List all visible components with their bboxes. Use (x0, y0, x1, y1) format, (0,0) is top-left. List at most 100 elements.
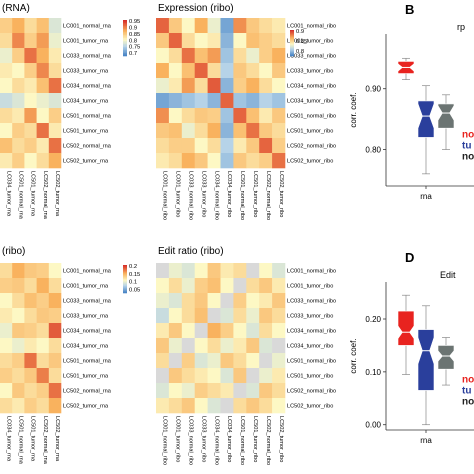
heatmap-cell (168, 398, 183, 414)
title-top-middle: Expression (ribo) (158, 3, 234, 14)
heatmap-cell (36, 383, 50, 399)
heatmap-cell (259, 48, 273, 64)
colorbar-segment (123, 48, 127, 51)
heatmap-cell (12, 368, 25, 384)
heatmap-cell (156, 63, 170, 79)
heatmap-cell (272, 368, 286, 384)
colorbar-segment (123, 36, 127, 39)
heatmap-cell (246, 18, 260, 34)
heatmap-cell (220, 368, 234, 384)
heatmap-cell (233, 278, 247, 294)
y-tick-label: 0.10 (365, 368, 381, 377)
heatmap-cell (181, 153, 195, 169)
colorbar-segment (123, 288, 127, 290)
heatmap-cell (207, 383, 221, 399)
heatmap-cell (12, 33, 25, 49)
heatmap-cell (0, 353, 13, 369)
heatmap-cell (48, 33, 62, 49)
colorbar-tick-label: 0.2 (129, 264, 137, 270)
heatmap-cell (246, 308, 260, 324)
colorbar-segment (123, 24, 127, 27)
colorbar-segment (123, 286, 127, 288)
heatmap-row-label: LC001_tumor_ribo (287, 38, 333, 44)
legend-fragment: tu (462, 140, 471, 151)
heatmap-row-label: LC001_tumor_rna (63, 38, 109, 44)
heatmap-cell (207, 353, 221, 369)
colorbar-tick-label: 0.05 (129, 287, 140, 293)
colorbar-segment (290, 48, 294, 50)
colorbar-segment (123, 27, 127, 30)
heatmap-row-label: LC033_tumor_rna (63, 68, 109, 74)
heatmap-cell (12, 308, 25, 324)
heatmap-cell (220, 123, 234, 139)
heatmap-cell (12, 278, 25, 294)
heatmap-cell (220, 153, 234, 169)
heatmap-cell (36, 278, 50, 294)
heatmap-cell (168, 263, 183, 279)
colorbar-tick-label: 0.85 (129, 32, 140, 38)
heatmap-cell (168, 293, 183, 309)
heatmap-cell (259, 398, 273, 414)
heatmap-cell (233, 293, 247, 309)
heatmap-cell (156, 278, 170, 294)
heatmap-cell (24, 293, 37, 309)
heatmap-cell (36, 93, 50, 109)
heatmap-cell (194, 18, 208, 34)
heatmap-row-label: LC034_normal_ribo (287, 83, 336, 89)
heatmap-cell (246, 263, 260, 279)
heatmap-cell (272, 123, 286, 139)
heatmap-cell (246, 48, 260, 64)
heatmap-cell (0, 108, 13, 124)
heatmap-cell (48, 263, 62, 279)
heatmap-cell (168, 93, 183, 109)
heatmap-cell (233, 48, 247, 64)
heatmap-cell (12, 383, 25, 399)
heatmap-cell (246, 63, 260, 79)
heatmap-col-label: LC034_normal_ribo (213, 416, 219, 465)
heatmap-cell (233, 33, 247, 49)
colorbar-segment (123, 270, 127, 273)
heatmap-col-label: LC001_normal_ribo (162, 171, 168, 220)
heatmap-cell (233, 63, 247, 79)
heatmap-cell (233, 398, 247, 414)
colorbar-segment (123, 267, 127, 269)
heatmap-cell (36, 308, 50, 324)
heatmap-cell (181, 108, 195, 124)
heatmap-cell (181, 383, 195, 399)
heatmap-cell (220, 398, 234, 414)
colorbar-segment (123, 53, 127, 55)
heatmap-col-label: LC502_tumor_ribo (278, 171, 284, 217)
heatmap-cell (194, 263, 208, 279)
heatmap-cell (36, 323, 50, 339)
colorbar-segment (123, 38, 127, 40)
colorbar-segment (123, 280, 127, 282)
heatmap-cell (12, 63, 25, 79)
heatmap-cell (194, 398, 208, 414)
heatmap-cell (168, 108, 183, 124)
heatmap-cell (194, 33, 208, 49)
heatmap-cell (246, 323, 260, 339)
heatmap-cell (233, 368, 247, 384)
heatmap-cell (181, 48, 195, 64)
heatmap-col-label: LC034_tumor_ribo (226, 416, 232, 462)
heatmap-col-label: LC001_normal_ribo (162, 416, 168, 465)
heatmap-cell (12, 293, 25, 309)
heatmap-cell (168, 323, 183, 339)
colorbar-segment (123, 42, 127, 45)
heatmap-cell (246, 293, 260, 309)
heatmap-cell (0, 63, 13, 79)
heatmap-row-label: LC033_normal_rna (63, 53, 112, 59)
colorbar-segment (123, 45, 127, 48)
heatmap-cell (12, 138, 25, 154)
heatmap-cell (0, 263, 13, 279)
heatmap-cell (48, 18, 62, 34)
heatmap-cell (181, 323, 195, 339)
heatmap-cell (220, 353, 234, 369)
heatmap-cell (246, 153, 260, 169)
colorbar-segment (123, 273, 127, 275)
heatmap-cell (272, 108, 286, 124)
colorbar-segment (123, 50, 127, 52)
colorbar-segment (290, 43, 294, 45)
heatmap-cell (156, 93, 170, 109)
